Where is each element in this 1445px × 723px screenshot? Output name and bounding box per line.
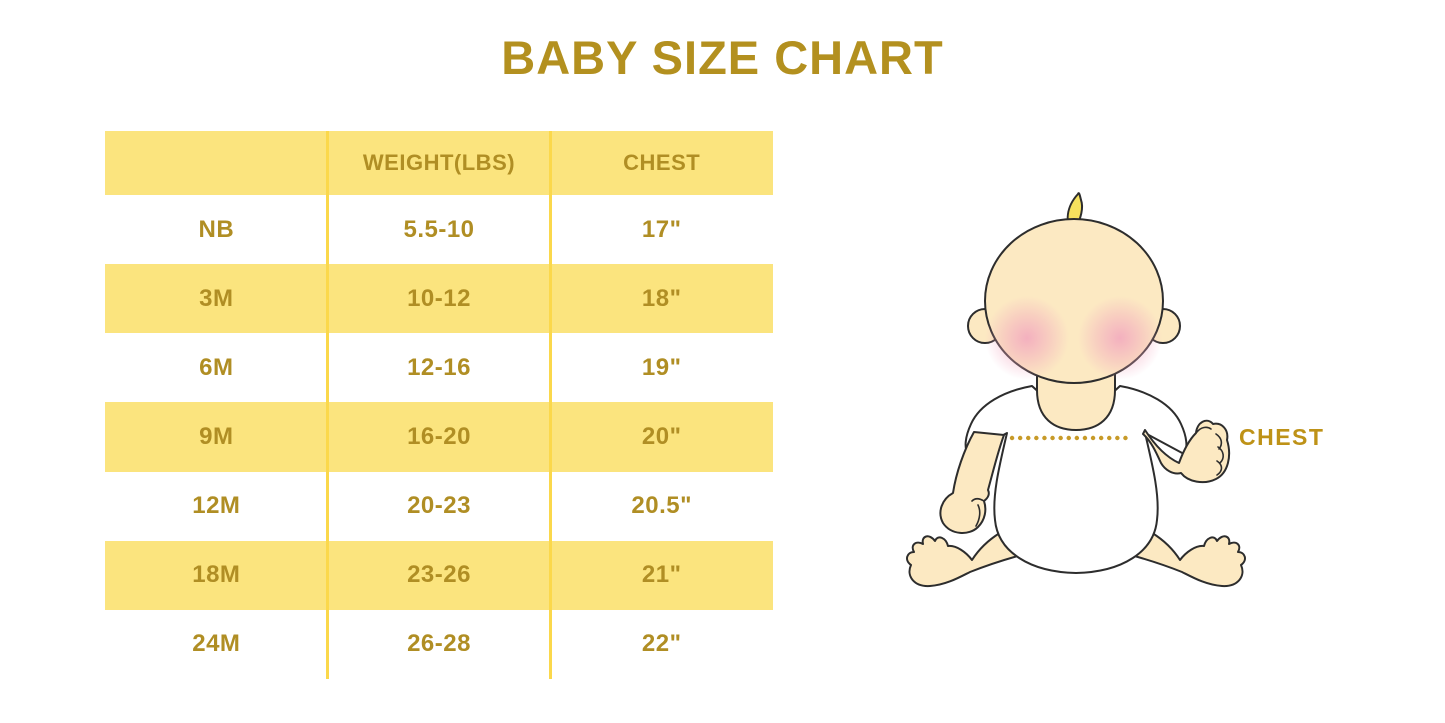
cell-chest: 20.5" [631, 492, 692, 520]
baby-left-arm [939, 431, 1005, 534]
cell-weight: 23-26 [407, 561, 471, 589]
cell-chest: 19" [641, 353, 682, 381]
cell-weight: 10-12 [407, 284, 471, 312]
cell-weight: 26-28 [407, 630, 471, 658]
cell-chest: 21" [641, 561, 682, 589]
baby-right-cheek [1078, 296, 1162, 380]
table-row: 3M 10-12 18" [105, 264, 773, 334]
table-row: 9M 16-20 20" [105, 402, 773, 472]
table-row: 12M 20-23 20.5" [105, 472, 773, 541]
cell-size: 6M [199, 353, 234, 381]
header-cell-weight: WEIGHT(LBS) [362, 150, 516, 175]
cell-weight: 16-20 [407, 422, 471, 450]
cell-size: 18M [192, 561, 241, 589]
cell-weight: 5.5-10 [403, 215, 475, 243]
table-row: 24M 26-28 22" [105, 610, 773, 679]
cell-chest: 17" [641, 215, 682, 243]
cell-weight: 20-23 [407, 492, 471, 520]
baby-fist-finger-lines [1196, 426, 1224, 476]
baby-illustration-svg [906, 192, 1246, 588]
table-row: NB 5.5-10 17" [105, 195, 773, 264]
cell-chest: 18" [641, 284, 682, 312]
cell-size: 3M [199, 284, 234, 312]
cell-chest: 20" [641, 422, 682, 450]
cell-size: 12M [192, 492, 241, 520]
cell-weight: 12-16 [407, 353, 471, 381]
table-row: 6M 12-16 19" [105, 333, 773, 402]
table-body: NB 5.5-10 17" 3M 10-12 18" 6M 12-16 19" 9M 16-20 20… [105, 195, 773, 679]
baby-illustration [880, 180, 1340, 610]
table-header-row: WEIGHT(LBS) CHEST [105, 131, 773, 195]
table-row: 18M 23-26 21" [105, 540, 773, 610]
cell-size: 9M [199, 422, 234, 450]
cell-size: 24M [192, 630, 241, 658]
column-divider-2 [549, 131, 552, 679]
cell-size: NB [198, 215, 235, 243]
header-cell-size [105, 131, 328, 195]
column-divider-1 [326, 131, 329, 679]
baby-size-table: WEIGHT(LBS) CHEST NB 5.5-10 17" 3M 10-12 18" 6… [105, 131, 773, 679]
page-title: BABY SIZE CHART [501, 31, 944, 84]
baby-left-cheek [985, 296, 1069, 380]
header-cell-chest: CHEST [623, 150, 701, 175]
cell-chest: 22" [641, 630, 682, 658]
baby-right-arm-fist [1142, 419, 1231, 484]
baby-left-hand-finger-lines [971, 497, 985, 527]
chest-measure-label: CHEST [1239, 424, 1325, 450]
